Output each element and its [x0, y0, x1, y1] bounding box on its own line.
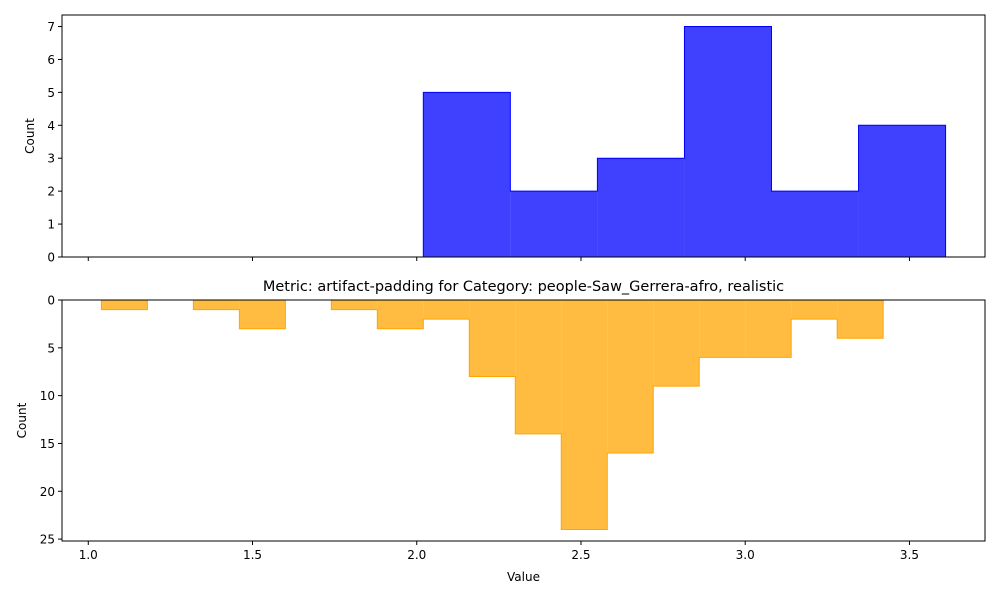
top-histogram-bar — [423, 92, 511, 258]
bottom-histogram-bar — [239, 300, 286, 329]
top-histogram-outline — [422, 26, 947, 257]
bottom-histogram-bar — [561, 300, 608, 530]
y-tick-label: 10 — [40, 389, 55, 403]
bottom-histogram-bar — [515, 300, 562, 434]
top-histogram-panel: 0 1 2 3 4 5 6 7 Count — [23, 14, 986, 265]
top-x-ticks — [87, 257, 910, 261]
bottom-histogram-bar — [791, 300, 838, 320]
y-tick-label: 7 — [47, 20, 55, 34]
top-histogram-bar — [771, 191, 859, 257]
bottom-histogram-bar — [193, 300, 240, 310]
x-tick-label: 1.5 — [243, 548, 262, 562]
y-tick-label: 5 — [47, 86, 55, 100]
top-histogram-bar — [684, 26, 772, 258]
bottom-histogram-bar — [101, 300, 148, 310]
x-tick-label: 2.5 — [571, 548, 590, 562]
bottom-histogram-bar — [423, 300, 470, 320]
bottom-histogram-bars — [100, 299, 884, 531]
y-tick-label: 15 — [40, 437, 55, 451]
bottom-histogram-bar — [837, 300, 884, 339]
y-tick-label: 0 — [47, 251, 55, 265]
bottom-histogram-bar — [745, 300, 792, 358]
y-tick-label: 20 — [40, 485, 55, 499]
top-histogram-bar — [597, 158, 685, 257]
bottom-x-axis-label: Value — [507, 570, 540, 584]
y-tick-label: 3 — [47, 152, 55, 166]
bottom-histogram-bar — [377, 300, 424, 329]
top-histogram-bar — [510, 191, 598, 257]
top-histogram-bar — [858, 125, 946, 257]
bottom-chart-title: Metric: artifact-padding for Category: p… — [263, 279, 784, 295]
bottom-histogram-bar — [699, 300, 746, 358]
bottom-y-ticks: 0 5 10 15 20 25 — [40, 294, 62, 547]
y-tick-label: 5 — [47, 341, 55, 355]
y-tick-label: 2 — [47, 185, 55, 199]
x-tick-label: 3.5 — [900, 548, 919, 562]
bottom-histogram-bar — [469, 300, 516, 377]
bottom-histogram-bar — [607, 300, 654, 454]
y-tick-label: 6 — [47, 53, 55, 67]
top-y-ticks: 0 1 2 3 4 5 6 7 — [47, 20, 62, 265]
bottom-axes-frame — [61, 299, 986, 542]
y-tick-label: 25 — [40, 533, 55, 547]
y-tick-label: 1 — [47, 218, 55, 232]
x-tick-label: 2.0 — [407, 548, 426, 562]
top-axes-frame — [61, 14, 986, 258]
y-tick-label: 0 — [47, 294, 55, 308]
top-y-axis-label: Count — [23, 118, 37, 154]
x-tick-label: 3.0 — [736, 548, 755, 562]
bottom-histogram-bar — [331, 300, 378, 310]
y-tick-label: 4 — [47, 119, 55, 133]
bottom-histogram-outline — [100, 299, 884, 531]
x-tick-label: 1.0 — [79, 548, 98, 562]
bottom-histogram-panel: 0 5 10 15 20 25 1.0 1.5 2.0 2.5 3.0 3.5 Metric: ar… — [15, 279, 986, 584]
bottom-y-axis-label: Count — [15, 402, 29, 438]
bottom-histogram-bar — [653, 300, 700, 387]
bottom-x-ticks: 1.0 1.5 2.0 2.5 3.0 3.5 — [79, 541, 919, 562]
top-histogram-bars — [422, 26, 947, 258]
